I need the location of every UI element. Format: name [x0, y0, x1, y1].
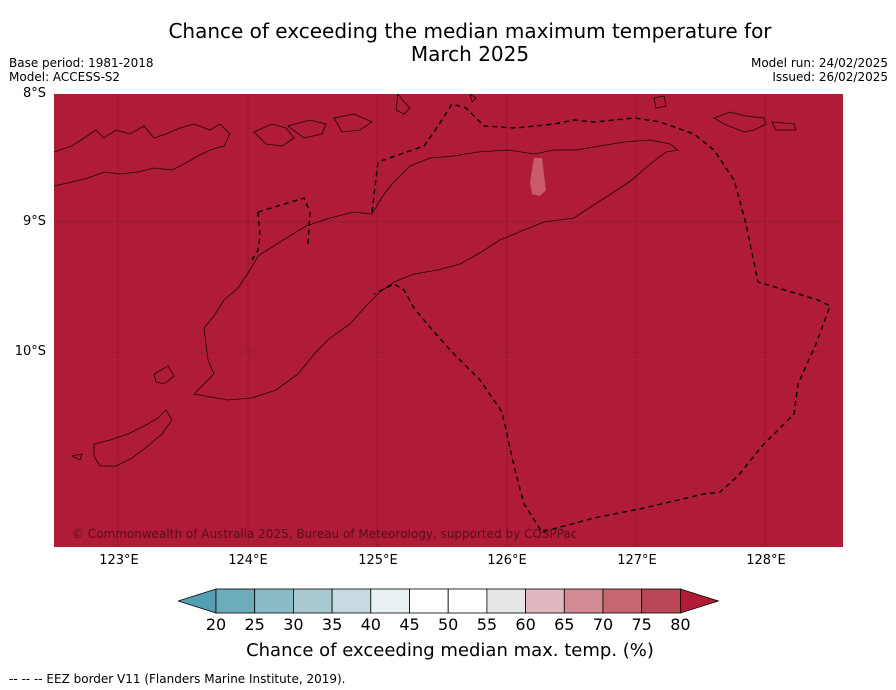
- chart-title-line1: Chance of exceeding the median maximum t…: [168, 19, 772, 43]
- colorbar-cell: [409, 588, 449, 614]
- colorbar-tick-label: 70: [592, 615, 614, 634]
- lon-label-124e: 124°E: [228, 553, 268, 568]
- chart-title-line2: March 2025: [410, 42, 530, 66]
- meta-left: Base period: 1981-2018 Model: ACCESS-S2: [9, 56, 154, 84]
- model-name: Model: ACCESS-S2: [9, 70, 121, 84]
- colorbar: [178, 588, 720, 614]
- lighter-patch: [530, 158, 546, 196]
- colorbar-arrow-high: [679, 588, 720, 614]
- lon-label-123e: 123°E: [99, 553, 139, 568]
- lat-label-9s: 9°S: [22, 214, 46, 229]
- chart-title: Chance of exceeding the median maximum t…: [70, 20, 870, 66]
- colorbar-cell: [293, 588, 333, 614]
- colorbar-tick-label: 40: [360, 615, 381, 634]
- lon-label-125e: 125°E: [358, 553, 398, 568]
- colorbar-tick-label: 35: [321, 615, 343, 634]
- colorbar-tick-label: 75: [631, 615, 652, 634]
- base-period: Base period: 1981-2018: [9, 56, 154, 70]
- lon-label-127e: 127°E: [617, 553, 657, 568]
- colorbar-tick-label: 30: [283, 615, 304, 634]
- lon-label-126e: 126°E: [487, 553, 527, 568]
- colorbar-cell: [447, 588, 488, 614]
- colorbar-tick-label: 25: [244, 615, 265, 634]
- colorbar-tick-label: 55: [476, 615, 498, 634]
- map-area: © Commonwealth of Australia 2025, Bureau…: [54, 94, 843, 547]
- graticule: [54, 94, 843, 547]
- colorbar-cell: [641, 588, 681, 614]
- colorbar-cell: [215, 588, 256, 614]
- copyright-text: © Commonwealth of Australia 2025, Bureau…: [72, 527, 577, 541]
- colorbar-cell: [370, 588, 410, 614]
- meta-right: Model run: 24/02/2025 Issued: 26/02/2025: [751, 56, 888, 84]
- coastlines: [54, 94, 797, 467]
- colorbar-cell: [486, 588, 526, 614]
- colorbar-cell: [525, 588, 565, 614]
- model-run: Model run: 24/02/2025: [750, 56, 888, 70]
- colorbar-tick-label: 45: [399, 615, 420, 634]
- colorbar-tick-label: 20: [205, 615, 227, 634]
- probability-fill: [54, 94, 843, 547]
- colorbar-tick-label: 50: [438, 615, 459, 634]
- lat-label-10s: 10°S: [14, 344, 46, 359]
- colorbar-cell: [602, 588, 643, 614]
- colorbar-cell: [563, 588, 604, 614]
- lon-label-128e: 128°E: [746, 553, 786, 568]
- colorbar-tick-label: 65: [554, 615, 575, 634]
- footer-note: -- -- -- EEZ border V11 (Flanders Marine…: [9, 672, 346, 686]
- eez-border: [251, 103, 831, 533]
- lat-label-8s: 8°S: [22, 86, 46, 101]
- colorbar-cell: [331, 588, 372, 614]
- colorbar-cell: [254, 588, 294, 614]
- colorbar-cells: [178, 588, 720, 614]
- colorbar-label: Chance of exceeding median max. temp. (%…: [246, 640, 654, 661]
- colorbar-tick-label: 60: [515, 615, 536, 634]
- colorbar-arrow-low: [178, 588, 217, 614]
- issued-date: Issued: 26/02/2025: [772, 70, 888, 84]
- colorbar-tick-label: 80: [670, 615, 691, 634]
